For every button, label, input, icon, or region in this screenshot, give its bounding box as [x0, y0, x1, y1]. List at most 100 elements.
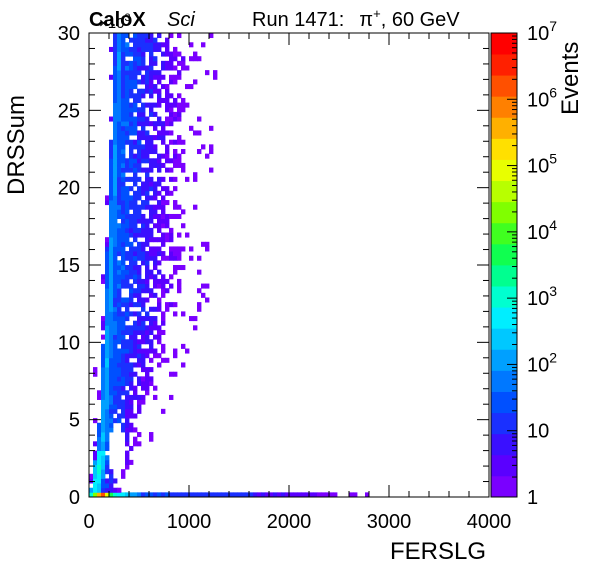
heatmap-cell	[141, 329, 146, 335]
heatmap-cell	[173, 251, 178, 257]
heatmap-cell	[133, 144, 138, 150]
heatmap-cell	[125, 97, 130, 103]
heatmap-cell	[133, 102, 138, 108]
heatmap-cell	[105, 274, 110, 280]
heatmap-cell	[109, 153, 114, 159]
heatmap-cell	[153, 37, 158, 43]
heatmap-cell	[117, 149, 122, 155]
heatmap-cell	[113, 158, 118, 164]
heatmap-cell	[161, 74, 166, 80]
heatmap-cell	[141, 102, 146, 108]
heatmap-cell	[97, 394, 102, 400]
heatmap-cell	[89, 487, 94, 493]
heatmap-cell	[121, 37, 126, 43]
heatmap-cell	[145, 33, 150, 39]
heatmap-cell	[137, 432, 142, 438]
heatmap-cell	[157, 153, 162, 159]
heatmap-cell	[133, 348, 138, 354]
heatmap-cell	[125, 274, 130, 280]
heatmap-cell	[109, 329, 114, 335]
heatmap-cell	[245, 492, 250, 498]
heatmap-cell	[161, 186, 166, 192]
heatmap-cell	[137, 278, 142, 284]
heatmap-cell	[125, 343, 130, 349]
heatmap-cell	[177, 74, 182, 80]
heatmap-cell	[161, 200, 166, 206]
heatmap-cell	[145, 167, 150, 173]
heatmap-cell	[109, 278, 114, 284]
heatmap-cell	[117, 385, 122, 391]
x-tick-labels: 0 1000 2000 3000 4000	[83, 511, 511, 533]
heatmap-cell	[113, 200, 118, 206]
heatmap-cell	[97, 390, 102, 396]
heatmap-cell	[105, 464, 110, 470]
heatmap-cell	[133, 288, 138, 294]
heatmap-cell	[117, 88, 122, 94]
heatmap-cell	[137, 149, 142, 155]
heatmap-cell	[141, 125, 146, 131]
heatmap-cell	[125, 302, 130, 308]
heatmap-cell	[105, 269, 110, 275]
heatmap-cell	[113, 70, 118, 76]
heatmap-cell	[101, 483, 106, 489]
heatmap-cell	[169, 102, 174, 108]
heatmap-cell	[169, 158, 174, 164]
heatmap-cell	[129, 459, 134, 465]
heatmap-cell	[113, 60, 118, 66]
heatmap-cell	[145, 42, 150, 48]
heatmap-cell	[141, 320, 146, 326]
heatmap-cell	[105, 339, 110, 345]
heatmap-cell	[113, 269, 118, 275]
heatmap-cell	[169, 107, 174, 113]
heatmap-cell	[169, 283, 174, 289]
heatmap-cell	[325, 492, 330, 498]
heatmap-cell	[133, 84, 138, 90]
heatmap-cell	[161, 241, 166, 247]
heatmap-cell	[121, 353, 126, 359]
heatmap-cell	[193, 172, 198, 178]
heatmap-cell	[209, 33, 214, 39]
heatmap-cell	[169, 167, 174, 173]
heatmap-cell	[121, 255, 126, 261]
heatmap-cell	[117, 84, 122, 90]
heatmap-cell	[125, 251, 130, 257]
heatmap-cell	[333, 492, 338, 498]
heatmap-cell	[125, 213, 130, 219]
heatmap-cell	[109, 320, 114, 326]
heatmap-cell	[165, 130, 170, 136]
heatmap-cell	[113, 241, 118, 247]
heatmap-cell	[137, 241, 142, 247]
heatmap-cell	[113, 306, 118, 312]
heatmap-cell	[129, 158, 134, 164]
heatmap-cell	[133, 269, 138, 275]
heatmap-cell	[105, 353, 110, 359]
heatmap-cell	[121, 144, 126, 150]
heatmap-cell	[149, 167, 154, 173]
heatmap-cell	[177, 135, 182, 141]
heatmap-cell	[117, 195, 122, 201]
heatmap-cell	[101, 450, 106, 456]
heatmap-cell	[165, 144, 170, 150]
heatmap-cell	[141, 218, 146, 224]
heatmap-cell	[125, 227, 130, 233]
heatmap-cell	[149, 181, 154, 187]
heatmap-cell	[125, 459, 130, 465]
heatmap-cell	[113, 390, 118, 396]
heatmap-cell	[109, 246, 114, 252]
heatmap-cell	[117, 265, 122, 271]
heatmap-cell	[109, 218, 114, 224]
heatmap-cell	[109, 399, 114, 405]
heatmap-cell	[109, 176, 114, 182]
heatmap-cell	[121, 325, 126, 331]
heatmap-cell	[161, 320, 166, 326]
heatmap-cell	[365, 492, 370, 498]
heatmap-cell	[177, 51, 182, 57]
heatmap-cell	[101, 422, 106, 428]
heatmap-cell	[97, 464, 102, 470]
heatmap-cell	[141, 181, 146, 187]
heatmap-cell	[109, 362, 114, 368]
heatmap-cell	[145, 260, 150, 266]
heatmap-cell	[109, 255, 114, 261]
heatmap-cell	[117, 306, 122, 312]
heatmap-cell	[125, 232, 130, 238]
